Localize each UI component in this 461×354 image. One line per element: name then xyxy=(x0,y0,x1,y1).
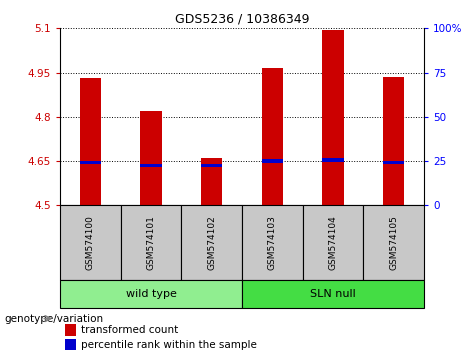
Text: GSM574105: GSM574105 xyxy=(389,215,398,270)
Bar xyxy=(201,164,222,167)
Bar xyxy=(60,280,242,308)
Bar xyxy=(201,158,222,205)
Bar xyxy=(65,324,76,336)
Bar xyxy=(262,68,283,205)
Bar xyxy=(262,159,283,163)
Bar xyxy=(60,205,121,280)
Bar xyxy=(383,161,404,165)
Bar xyxy=(140,111,162,205)
Bar xyxy=(80,161,101,165)
Bar xyxy=(242,205,303,280)
Bar xyxy=(140,164,162,167)
Bar xyxy=(181,205,242,280)
Bar xyxy=(383,77,404,205)
Bar xyxy=(121,205,181,280)
Title: GDS5236 / 10386349: GDS5236 / 10386349 xyxy=(175,13,309,26)
Bar xyxy=(65,338,76,350)
Bar xyxy=(303,205,363,280)
Text: GSM574103: GSM574103 xyxy=(268,215,277,270)
Text: GSM574100: GSM574100 xyxy=(86,215,95,270)
Text: GSM574102: GSM574102 xyxy=(207,215,216,270)
Text: percentile rank within the sample: percentile rank within the sample xyxy=(81,339,257,349)
Bar xyxy=(363,205,424,280)
Bar xyxy=(322,30,344,205)
Bar xyxy=(80,79,101,205)
Text: wild type: wild type xyxy=(125,289,177,299)
Text: genotype/variation: genotype/variation xyxy=(5,314,104,324)
Text: GSM574104: GSM574104 xyxy=(329,215,337,270)
Text: GSM574101: GSM574101 xyxy=(147,215,155,270)
Bar xyxy=(242,280,424,308)
Bar xyxy=(322,158,344,161)
Text: SLN null: SLN null xyxy=(310,289,356,299)
Text: transformed count: transformed count xyxy=(81,325,178,335)
